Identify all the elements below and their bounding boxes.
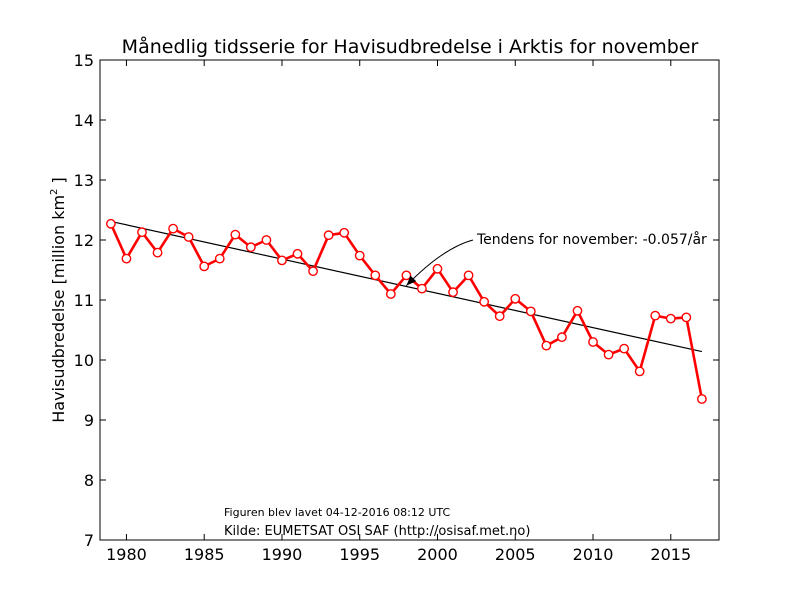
data-point <box>557 332 567 343</box>
y-tick-label: 11 <box>74 291 94 310</box>
data-point <box>168 223 178 234</box>
y-tick-label: 8 <box>84 471 94 490</box>
data-point <box>199 261 210 272</box>
data-point <box>183 232 194 242</box>
data-point <box>354 250 365 261</box>
y-axis-label-end: ] <box>49 177 68 188</box>
annotation-arrowhead <box>406 275 417 286</box>
data-point <box>230 229 241 240</box>
data-point <box>261 235 272 245</box>
data-point <box>323 230 334 241</box>
x-tick-label: 1990 <box>262 545 303 564</box>
trend-line <box>110 220 703 353</box>
marker-layer <box>105 218 707 404</box>
trend-annotation-text: Tendens for november: -0.057/år <box>476 231 707 248</box>
trend-layer <box>110 220 703 353</box>
x-tick-label: 1985 <box>184 545 225 564</box>
data-point <box>417 283 427 294</box>
y-axis-label: Havisudbredelse [million km2 ] <box>49 177 68 423</box>
data-point <box>385 289 396 299</box>
series-layer <box>109 223 704 400</box>
x-tick-label: 1995 <box>339 545 380 564</box>
x-tick-label: 2000 <box>417 545 458 564</box>
axis-ticks: 1980 1985 1990 1995 2000 2005 2010 2015 7 8 9 10 11 1… <box>74 51 719 564</box>
y-tick-label: 14 <box>74 111 94 130</box>
data-point <box>292 248 303 259</box>
y-tick-label: 12 <box>74 231 94 250</box>
chart-title: Månedlig tidsserie for Havisudbredelse i… <box>122 35 699 58</box>
trend-annotation: Tendens for november: -0.057/år <box>406 231 707 286</box>
source-note: Kilde: EUMETSAT OSI SAF (http://osisaf.m… <box>224 524 530 539</box>
data-point <box>121 253 132 264</box>
data-point <box>214 253 225 264</box>
x-tick-label: 2015 <box>650 545 691 564</box>
data-point <box>339 227 350 238</box>
data-point <box>448 287 458 298</box>
data-point <box>401 270 412 281</box>
y-tick-label: 9 <box>84 411 94 430</box>
y-tick-label: 13 <box>74 171 94 190</box>
data-point <box>432 263 443 274</box>
data-point <box>696 394 707 404</box>
plot-frame <box>99 59 720 541</box>
data-point <box>603 349 614 360</box>
data-point <box>541 340 552 351</box>
data-point <box>525 306 536 317</box>
y-tick-label: 15 <box>74 51 94 70</box>
data-point <box>510 293 521 304</box>
y-tick-label: 10 <box>74 351 94 370</box>
data-point <box>681 312 692 323</box>
created-note: Figuren blev lavet 04-12-2016 08:12 UTC <box>224 506 450 519</box>
data-point <box>370 270 381 281</box>
y-axis-label-main: Havisudbredelse [million km <box>49 195 68 423</box>
data-point <box>665 313 676 324</box>
data-point <box>619 343 630 354</box>
data-point <box>494 311 505 322</box>
data-point <box>650 310 661 321</box>
data-point <box>105 218 116 229</box>
data-point <box>634 366 645 377</box>
annotation-arrow <box>406 239 474 286</box>
x-tick-label: 2010 <box>573 545 614 564</box>
data-point <box>152 247 163 258</box>
data-point <box>277 255 287 266</box>
data-point <box>308 266 318 277</box>
data-point <box>572 305 583 316</box>
y-axis-label-superscript: 2 <box>49 189 60 195</box>
data-point <box>588 337 598 347</box>
data-point <box>479 296 490 307</box>
x-tick-label: 2005 <box>495 545 536 564</box>
x-tick-label: 1980 <box>106 545 147 564</box>
data-point <box>137 227 147 238</box>
data-point <box>245 242 256 253</box>
series-line <box>109 223 704 400</box>
y-tick-label: 7 <box>84 531 94 550</box>
data-point <box>463 270 474 281</box>
